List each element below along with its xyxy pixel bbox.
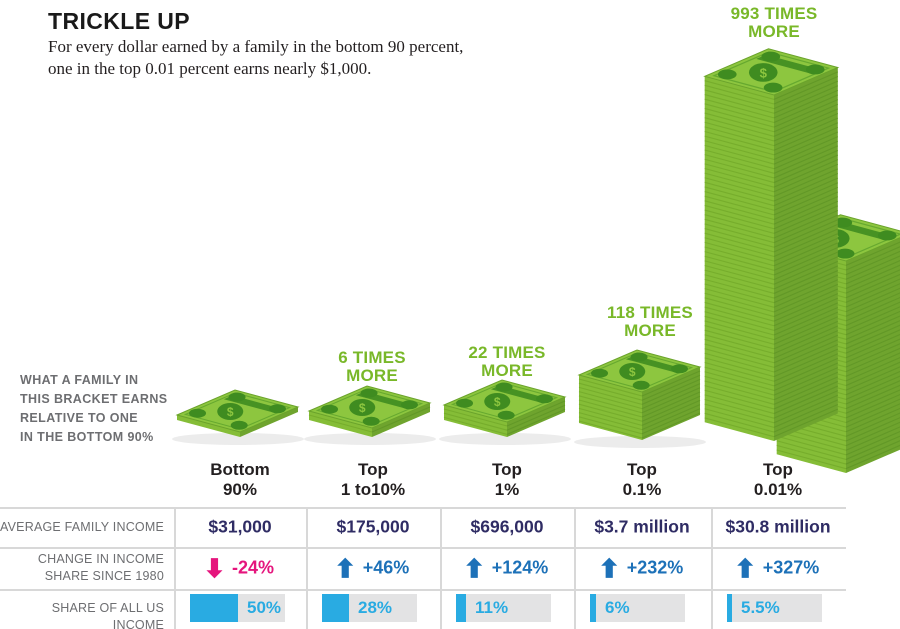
- table-horizontal-rule: [0, 507, 846, 509]
- column-header-top-0-1-: Top 0.1%: [623, 460, 662, 500]
- money-stack: $: [304, 385, 436, 445]
- share-bar-fill: [727, 594, 732, 622]
- income-share-change-cell: -24%: [206, 558, 274, 579]
- table-vertical-rule: [306, 507, 308, 629]
- column-header-top-0-01-: Top 0.01%: [754, 460, 802, 500]
- row-label-0: AVERAGE FAMILY INCOME: [0, 519, 164, 536]
- row-label-line: CHANGE IN INCOME: [37, 552, 164, 566]
- arrow-up-icon: [737, 557, 754, 578]
- share-bar-value: 28%: [358, 598, 393, 617]
- dollar-sign-icon: $: [494, 395, 501, 409]
- money-stack: $: [439, 379, 571, 445]
- share-bar-fill: [590, 594, 596, 622]
- stack-label-line: 22 TIMES: [468, 343, 546, 362]
- table-vertical-rule: [174, 507, 176, 629]
- share-bar: 5.5%: [727, 594, 822, 622]
- stack-label-line: 993 TIMES: [730, 4, 818, 23]
- page-title: TRICKLE UP: [48, 8, 190, 34]
- column-header-line: Top: [492, 460, 522, 479]
- dollar-sign-icon: $: [359, 401, 366, 415]
- dollar-sign-icon: $: [629, 365, 636, 379]
- income-share-change-cell: +232%: [601, 557, 684, 579]
- stack-multiplier-label-22x: 22 TIMES MORE: [468, 344, 545, 380]
- column-header-line: 0.1%: [622, 480, 662, 499]
- share-bar-value: 6%: [605, 598, 630, 617]
- column-header-line: 1 to10%: [340, 480, 406, 499]
- change-value: +327%: [762, 557, 820, 578]
- column-header-line: Top: [627, 460, 657, 479]
- avg-income-cell: $175,000: [336, 516, 410, 537]
- row-label-line: SHARE OF ALL US INCOME: [51, 601, 164, 629]
- avg-income-cell: $31,000: [208, 516, 272, 537]
- row-label-2: SHARE OF ALL US INCOME: [0, 600, 164, 629]
- share-bar: 50%: [190, 594, 285, 622]
- stack-label-line: MORE: [748, 22, 800, 41]
- table-horizontal-rule: [0, 547, 846, 549]
- money-stack: $: [703, 48, 840, 442]
- stack-multiplier-label-6x: 6 TIMES MORE: [338, 349, 406, 385]
- stack-multiplier-label-993x: 993 TIMES MORE: [731, 5, 818, 41]
- row-label-line: AVERAGE FAMILY INCOME: [0, 520, 164, 534]
- row-label-line: SHARE SINCE 1980: [44, 569, 164, 583]
- money-stack: $: [172, 389, 304, 445]
- avg-income-cell: $696,000: [470, 516, 544, 537]
- table-horizontal-rule: [0, 589, 846, 591]
- stack-label-line: 6 TIMES: [338, 348, 406, 367]
- subtitle-line-2: one in the top 0.01 percent earns nearly…: [48, 59, 372, 78]
- subtitle: For every dollar earned by a family in t…: [48, 36, 463, 80]
- column-header-line: 1%: [494, 480, 520, 499]
- note-line-4: IN THE BOTTOM 90%: [20, 430, 154, 444]
- income-share-change-cell: +124%: [466, 557, 549, 579]
- subtitle-line-1: For every dollar earned by a family in t…: [48, 37, 464, 56]
- stack-multiplier-label-118x: 118 TIMES MORE: [607, 304, 693, 340]
- share-bar-value: 5.5%: [741, 598, 780, 617]
- column-header-line: 0.01%: [753, 480, 803, 499]
- share-bar-value: 11%: [475, 598, 509, 617]
- bracket-earnings-note: WHAT A FAMILY IN THIS BRACKET EARNS RELA…: [20, 371, 167, 447]
- arrow-up-icon: [601, 557, 618, 578]
- note-line-2: THIS BRACKET EARNS: [20, 392, 168, 406]
- avg-income-cell: $30.8 million: [725, 516, 831, 537]
- avg-income-cell: $3.7 million: [594, 516, 690, 537]
- table-vertical-rule: [574, 507, 576, 629]
- change-value: +46%: [362, 557, 410, 578]
- arrow-down-icon: [206, 558, 223, 579]
- share-bar: 28%: [322, 594, 417, 622]
- share-bar: 11%: [456, 594, 551, 622]
- share-bar-value: 50%: [247, 598, 282, 617]
- column-header-bottom-90-: Bottom 90%: [210, 460, 269, 500]
- table-vertical-rule: [440, 507, 442, 629]
- income-share-change-cell: +327%: [737, 557, 820, 579]
- row-label-1: CHANGE IN INCOME SHARE SINCE 1980: [0, 551, 164, 585]
- dollar-sign-icon: $: [227, 405, 234, 419]
- column-header-top-1-: Top 1%: [492, 460, 522, 500]
- arrow-up-icon: [466, 557, 483, 578]
- arrow-up-icon: [337, 557, 354, 578]
- share-bar-fill: [456, 594, 466, 622]
- table-vertical-rule: [711, 507, 713, 629]
- money-stack: $: [574, 349, 706, 448]
- column-header-line: Bottom: [210, 460, 270, 479]
- share-bar-fill: [322, 594, 349, 622]
- stack-label-line: MORE: [346, 366, 398, 385]
- share-bar-fill: [190, 594, 238, 622]
- change-value: +232%: [626, 557, 684, 578]
- note-line-1: WHAT A FAMILY IN: [20, 373, 139, 387]
- column-header-line: Top: [763, 460, 793, 479]
- dollar-sign-icon: $: [760, 65, 768, 80]
- stack-label-line: 118 TIMES: [607, 303, 693, 322]
- change-value: -24%: [231, 557, 275, 578]
- stack-label-line: MORE: [481, 361, 533, 380]
- column-header-line: Top: [358, 460, 388, 479]
- note-line-3: RELATIVE TO ONE: [20, 411, 139, 425]
- column-header-line: 90%: [222, 480, 258, 499]
- income-share-change-cell: +46%: [337, 557, 410, 579]
- column-header-top-1-to10-: Top 1 to10%: [341, 460, 405, 500]
- share-bar: 6%: [590, 594, 685, 622]
- change-value: +124%: [491, 557, 549, 578]
- stack-label-line: MORE: [624, 321, 676, 340]
